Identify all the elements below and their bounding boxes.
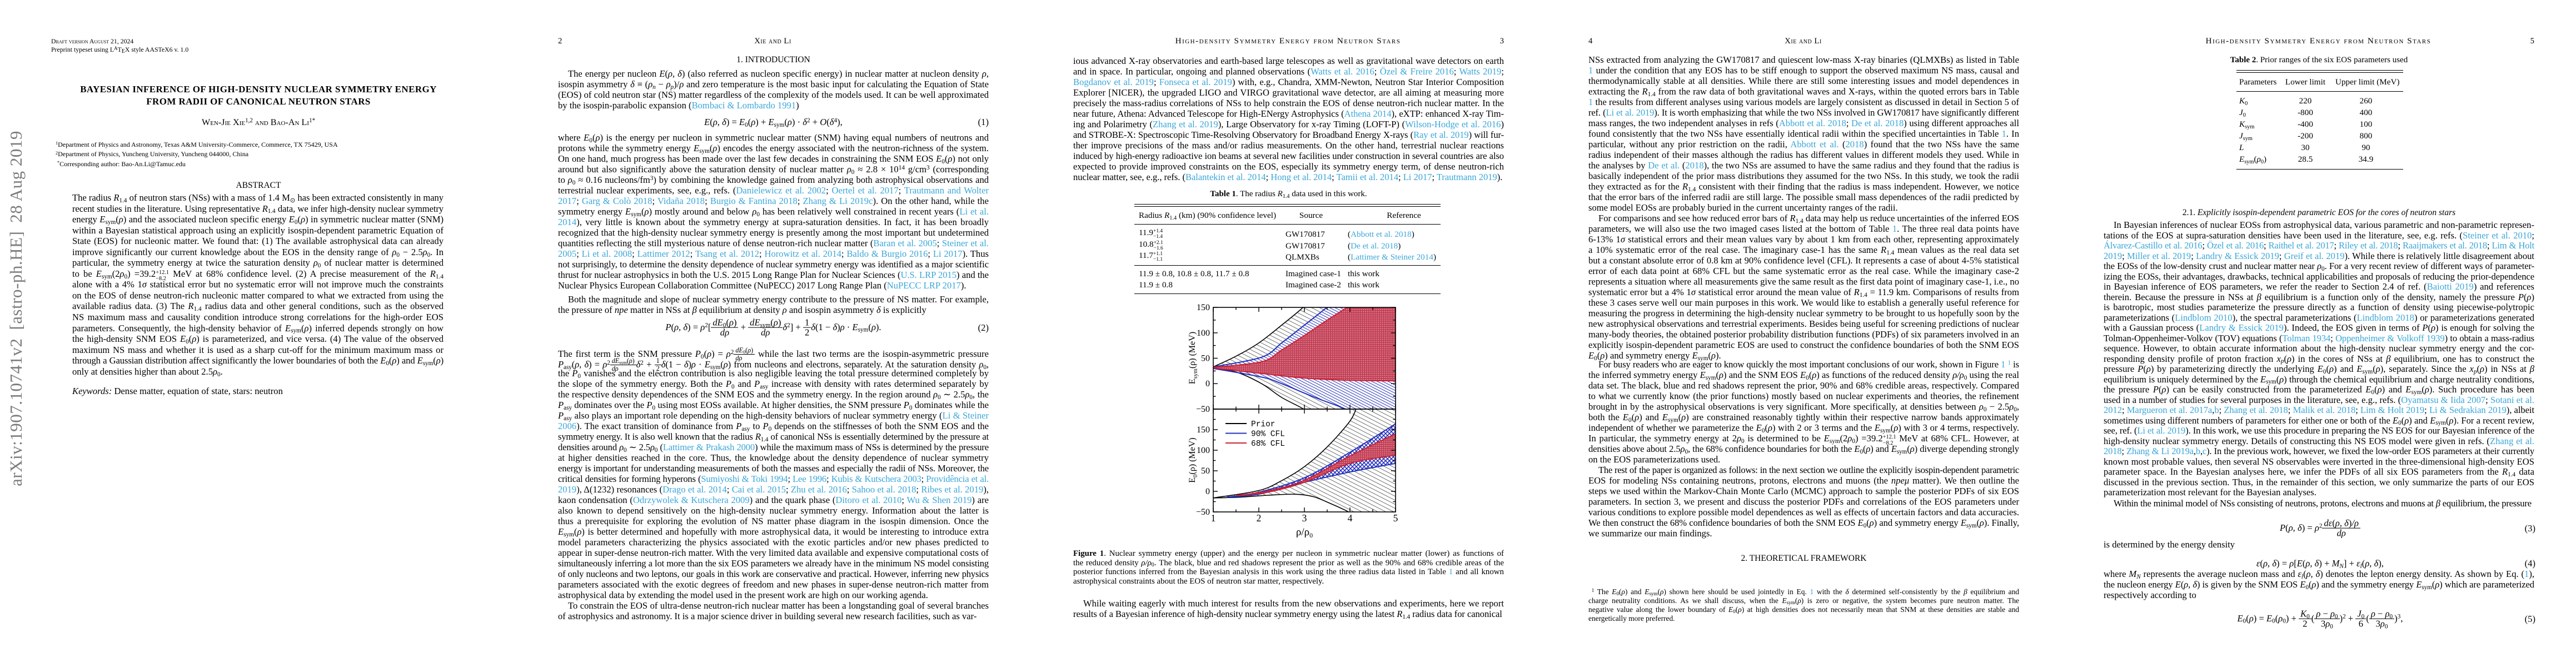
svg-text:1: 1 <box>1211 512 1216 524</box>
svg-text:5: 5 <box>1393 512 1398 524</box>
svg-text:0: 0 <box>1205 487 1210 496</box>
svg-text:−50: −50 <box>1196 507 1210 517</box>
svg-text:3: 3 <box>1302 512 1307 524</box>
svg-text:−50: −50 <box>1196 405 1210 414</box>
svg-text:50: 50 <box>1201 466 1210 476</box>
svg-text:100: 100 <box>1197 328 1210 337</box>
svg-text:150: 150 <box>1197 425 1210 435</box>
svg-text:Prior: Prior <box>1251 420 1275 429</box>
svg-text:100: 100 <box>1197 446 1210 455</box>
svg-text:Esym(ρ) (MeV): Esym(ρ) (MeV) <box>1188 331 1199 384</box>
svg-text:4: 4 <box>1348 512 1353 524</box>
svg-text:ρ/ρ0: ρ/ρ0 <box>1296 526 1313 539</box>
svg-text:2: 2 <box>1257 512 1262 524</box>
svg-text:90% CFL: 90% CFL <box>1251 430 1285 439</box>
svg-text:0: 0 <box>1205 379 1210 389</box>
svg-text:50: 50 <box>1201 354 1210 363</box>
svg-text:E0(ρ) (MeV): E0(ρ) (MeV) <box>1188 437 1199 482</box>
svg-text:150: 150 <box>1197 303 1210 312</box>
svg-text:68% CFL: 68% CFL <box>1251 440 1285 449</box>
